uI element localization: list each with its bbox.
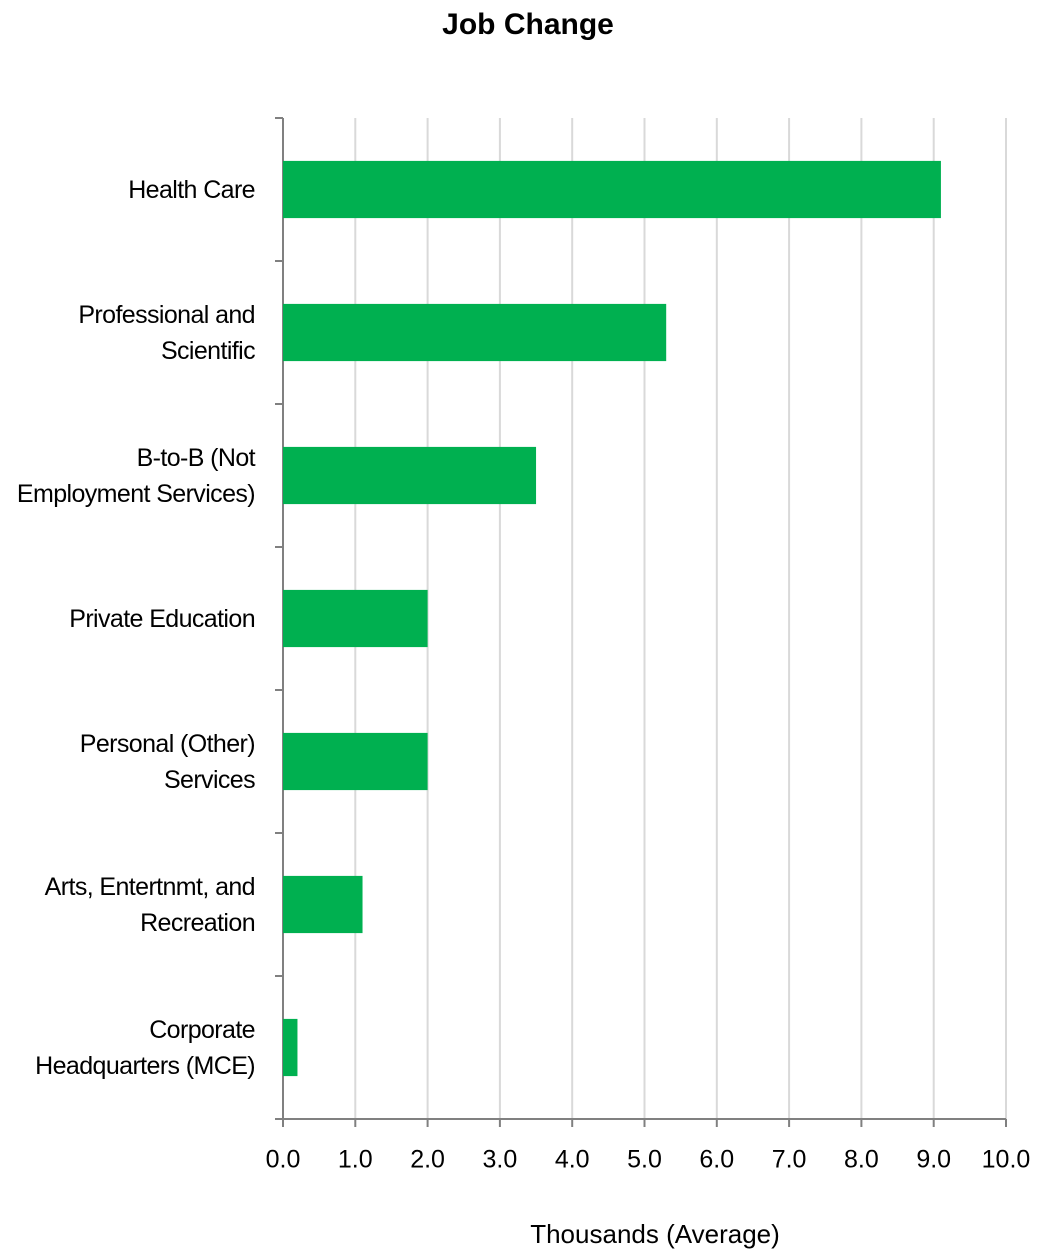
bar xyxy=(283,1018,298,1077)
bar xyxy=(283,160,941,219)
x-axis-label: Thousands (Average) xyxy=(530,1219,780,1249)
y-tick-label: B-to-B (Not Employment Services) xyxy=(16,443,256,508)
y-tick-label: Health Care xyxy=(128,175,255,204)
bar xyxy=(283,875,363,934)
bar xyxy=(283,303,667,362)
x-tick-label: 4.0 xyxy=(555,1146,590,1174)
bar xyxy=(283,589,428,648)
y-tick-label: Personal (Other) Services xyxy=(79,729,256,794)
x-tick-label: 8.0 xyxy=(844,1146,879,1174)
y-tick-label: Private Education xyxy=(69,604,255,633)
x-tick-label: 6.0 xyxy=(699,1146,734,1174)
bar xyxy=(283,446,537,505)
y-tick-label: Arts, Entertnmt, and Recreation xyxy=(44,872,256,937)
x-tick-label: 5.0 xyxy=(627,1146,662,1174)
x-tick-label: 7.0 xyxy=(772,1146,807,1174)
x-tick-label: 9.0 xyxy=(916,1146,951,1174)
y-tick-label: Professional and Scientific xyxy=(78,300,255,365)
y-tick-label: Corporate Headquarters (MCE) xyxy=(35,1015,255,1080)
x-tick-label: 0.0 xyxy=(266,1146,301,1174)
x-tick-label: 1.0 xyxy=(338,1146,373,1174)
x-tick-label: 3.0 xyxy=(483,1146,518,1174)
chart-title: Job Change xyxy=(442,8,614,41)
bar xyxy=(283,732,428,791)
x-tick-label: 10.0 xyxy=(982,1146,1031,1174)
x-tick-label: 2.0 xyxy=(410,1146,445,1174)
